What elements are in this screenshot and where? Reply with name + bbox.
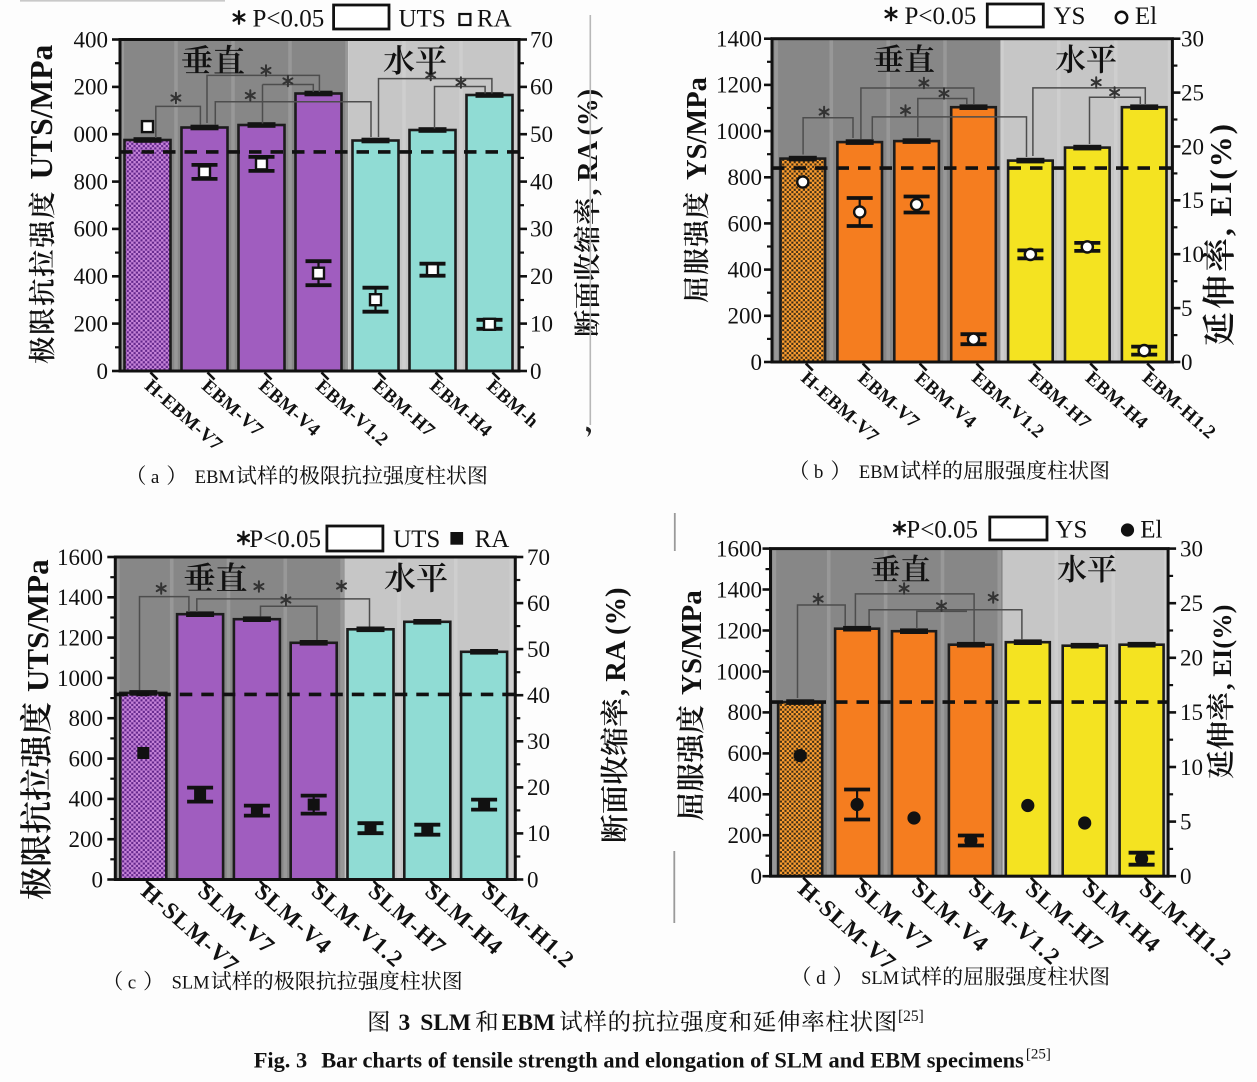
svg-text:Fig. 3: Fig. 3	[254, 1048, 307, 1073]
svg-text:600: 600	[728, 211, 763, 236]
svg-text:000: 000	[74, 122, 109, 147]
svg-text:0: 0	[751, 350, 763, 375]
svg-text:1000: 1000	[716, 119, 762, 144]
svg-text:0: 0	[530, 359, 542, 384]
svg-text:EBM: EBM	[195, 468, 235, 488]
svg-text:UTS: UTS	[393, 526, 440, 553]
svg-text:, RA (%): , RA (%)	[601, 588, 632, 696]
svg-text:1400: 1400	[716, 27, 762, 52]
svg-text:YS: YS	[1054, 3, 1086, 30]
svg-text:3: 3	[399, 1010, 411, 1036]
svg-text:, EI(%): , EI(%)	[1203, 122, 1238, 236]
svg-text:30: 30	[1181, 27, 1204, 52]
svg-text:10: 10	[1180, 755, 1203, 780]
svg-text:0: 0	[97, 359, 109, 384]
svg-text:El: El	[1140, 517, 1162, 544]
svg-text:EBM: EBM	[859, 463, 899, 483]
svg-text:[25]: [25]	[898, 1008, 924, 1025]
svg-text:60: 60	[530, 75, 553, 100]
svg-text:200: 200	[74, 312, 109, 337]
svg-text:5: 5	[1180, 809, 1192, 834]
svg-text:d: d	[816, 968, 826, 989]
svg-text:30: 30	[1180, 536, 1203, 561]
svg-text:1200: 1200	[716, 73, 762, 98]
svg-text:RA: RA	[475, 526, 510, 553]
svg-text:800: 800	[728, 700, 763, 725]
svg-text:P<0.05: P<0.05	[253, 6, 325, 33]
svg-text:Bar charts of tensile strength: Bar charts of tensile strength and elong…	[321, 1048, 1024, 1073]
svg-text:0: 0	[527, 867, 539, 892]
svg-text:800: 800	[74, 169, 109, 194]
svg-text:600: 600	[69, 746, 104, 771]
svg-text:70: 70	[527, 545, 550, 570]
svg-text:10: 10	[530, 312, 553, 337]
svg-text:15: 15	[1180, 700, 1203, 725]
svg-text:400: 400	[74, 264, 109, 289]
svg-text:b: b	[814, 462, 824, 483]
svg-text:UTS/MPa: UTS/MPa	[20, 559, 55, 692]
svg-text:60: 60	[527, 591, 550, 616]
svg-text:600: 600	[74, 217, 109, 242]
svg-text:200: 200	[69, 827, 104, 852]
svg-text:UTS/MPa: UTS/MPa	[24, 44, 59, 179]
svg-text:200: 200	[74, 75, 109, 100]
svg-text:20: 20	[1181, 134, 1204, 159]
svg-text:200: 200	[728, 304, 763, 329]
svg-text:1000: 1000	[716, 659, 762, 684]
svg-text:c: c	[128, 973, 136, 994]
svg-text:15: 15	[1181, 188, 1204, 213]
svg-text:P<0.05: P<0.05	[249, 526, 321, 553]
svg-text:RA: RA	[477, 6, 512, 33]
svg-text:20: 20	[1180, 646, 1203, 671]
svg-text:10: 10	[527, 821, 550, 846]
svg-text:YS/MPa: YS/MPa	[682, 77, 713, 180]
svg-text:800: 800	[728, 165, 763, 190]
svg-text:a: a	[151, 467, 160, 488]
svg-text:200: 200	[728, 823, 763, 848]
svg-text:0: 0	[751, 864, 763, 889]
svg-text:25: 25	[1180, 591, 1203, 616]
svg-text:70: 70	[530, 27, 553, 52]
svg-text:1400: 1400	[57, 585, 103, 610]
svg-text:1600: 1600	[716, 536, 762, 561]
svg-text:1200: 1200	[716, 618, 762, 643]
svg-text:SLM: SLM	[861, 969, 899, 989]
svg-text:50: 50	[527, 637, 550, 662]
svg-text:UTS: UTS	[399, 6, 446, 33]
svg-text:400: 400	[728, 257, 763, 282]
svg-text:1400: 1400	[716, 577, 762, 602]
svg-text:, RA (%): , RA (%)	[573, 89, 604, 196]
svg-text:, EI(%): , EI(%)	[1207, 605, 1237, 690]
svg-text:30: 30	[527, 729, 550, 754]
svg-text:25: 25	[1181, 80, 1204, 105]
svg-text:EBM: EBM	[502, 1010, 556, 1036]
svg-text:0: 0	[92, 867, 104, 892]
svg-text:SLM: SLM	[420, 1010, 471, 1036]
svg-text:20: 20	[530, 264, 553, 289]
svg-text:30: 30	[530, 217, 553, 242]
svg-text:5: 5	[1181, 296, 1193, 321]
svg-text:40: 40	[527, 683, 550, 708]
svg-text:0: 0	[1181, 350, 1193, 375]
svg-text:P<0.05: P<0.05	[905, 3, 977, 30]
svg-text:600: 600	[728, 741, 763, 766]
svg-text:400: 400	[728, 782, 763, 807]
svg-text:YS: YS	[1055, 517, 1087, 544]
svg-text:P<0.05: P<0.05	[906, 517, 978, 544]
svg-text:50: 50	[530, 122, 553, 147]
svg-text:1000: 1000	[57, 666, 103, 691]
svg-text:40: 40	[530, 169, 553, 194]
svg-text:20: 20	[527, 775, 550, 800]
svg-text:[25]: [25]	[1026, 1047, 1051, 1063]
svg-text:0: 0	[1180, 864, 1192, 889]
svg-text:1600: 1600	[57, 545, 103, 570]
svg-text:400: 400	[69, 787, 104, 812]
svg-text:SLM: SLM	[172, 974, 210, 994]
svg-text:YS/MPa: YS/MPa	[676, 590, 708, 695]
svg-text:1200: 1200	[57, 625, 103, 650]
svg-text:400: 400	[74, 27, 109, 52]
svg-text:10: 10	[1181, 242, 1204, 267]
svg-text:800: 800	[69, 706, 104, 731]
svg-text:El: El	[1135, 3, 1157, 30]
